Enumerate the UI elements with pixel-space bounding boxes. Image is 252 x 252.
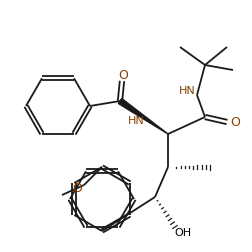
Text: HN: HN — [179, 86, 195, 96]
Text: O: O — [72, 181, 82, 194]
Text: HN: HN — [128, 115, 144, 125]
Text: O: O — [118, 68, 128, 81]
Text: O: O — [230, 115, 240, 128]
Polygon shape — [118, 99, 168, 135]
Text: OH: OH — [174, 227, 192, 237]
